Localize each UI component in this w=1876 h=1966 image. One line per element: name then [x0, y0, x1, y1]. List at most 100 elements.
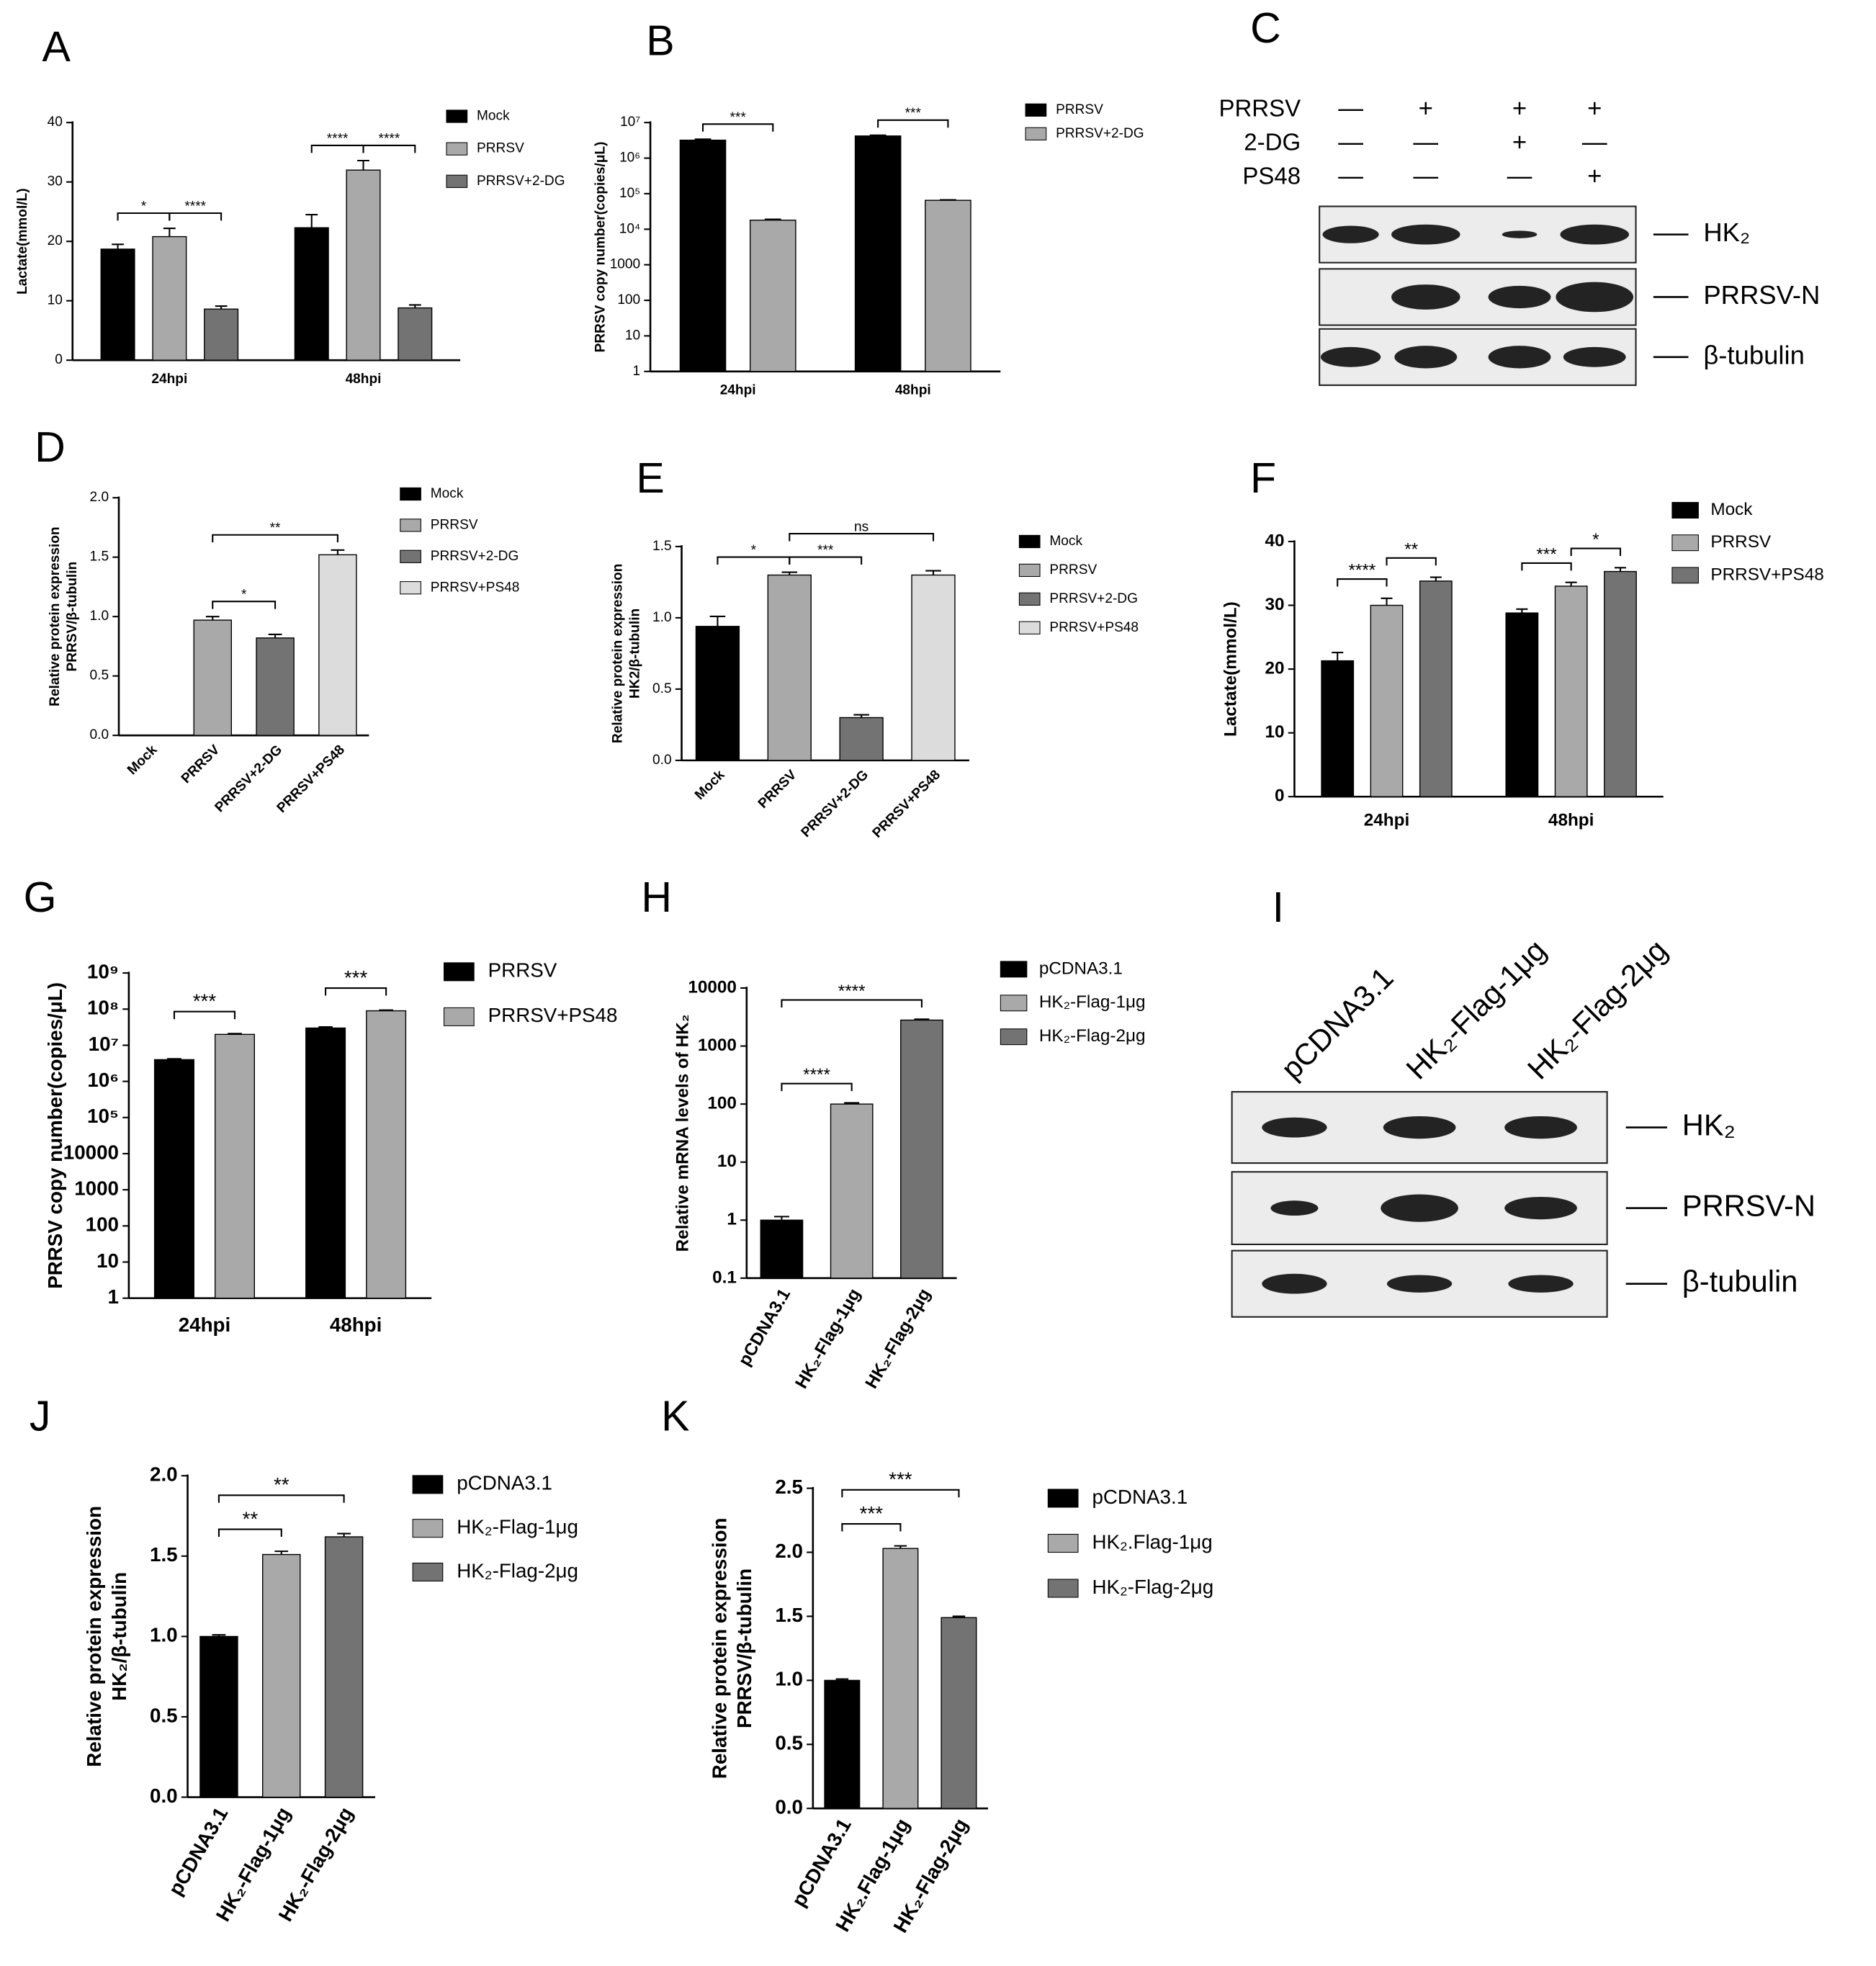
- blot-band: [1488, 346, 1551, 369]
- y-tick-label: 10: [625, 328, 640, 343]
- legend-label: HK₂.Flag-1μg: [1092, 1530, 1212, 1553]
- legend-swatch: [1018, 534, 1041, 549]
- legend-swatch: [1025, 127, 1047, 140]
- blot-band: [1488, 285, 1551, 309]
- legend-label: PRRSV+PS48: [488, 1004, 618, 1026]
- legend-swatch: [1047, 1579, 1079, 1598]
- band-label: PRRSV-N: [1682, 1189, 1816, 1223]
- legend-swatch: [1671, 567, 1699, 584]
- y-tick-label: 1.5: [150, 1543, 178, 1566]
- condition-sign: +: [1512, 95, 1527, 122]
- y-axis-label: Relative mRNA levels of HK₂: [673, 1014, 693, 1252]
- y-tick-label: 0.0: [90, 727, 109, 742]
- legend-label: Mock: [431, 486, 464, 501]
- error-bar: [274, 1550, 289, 1555]
- y-tick-label: 1.5: [652, 539, 672, 554]
- error-bar: [781, 571, 798, 575]
- y-axis-label: Relative protein expression: [83, 1506, 105, 1767]
- legend-label: pCDNA3.1: [1092, 1486, 1188, 1508]
- blot-band: [1381, 1194, 1458, 1222]
- legend-label: PRRSV+2-DG: [1056, 126, 1144, 141]
- error-bar: [408, 304, 421, 308]
- y-tick-label: 100: [707, 1094, 737, 1113]
- y-tick-label: 2.0: [90, 490, 109, 505]
- error-bar: [1565, 581, 1577, 586]
- legend-label: Mock: [477, 109, 510, 124]
- blot-band: [1560, 224, 1629, 245]
- y-axis-label: Relative protein expression: [708, 1518, 730, 1779]
- y-tick-label: 10⁸: [87, 997, 119, 1019]
- condition-sign: +: [1419, 95, 1433, 122]
- bar: [204, 308, 239, 361]
- bar: [214, 1033, 255, 1299]
- error-bar: [853, 714, 869, 718]
- bar: [839, 717, 884, 761]
- error-bar: [228, 1033, 242, 1035]
- bar: [767, 574, 812, 761]
- x-tick-label: 48hpi: [1548, 811, 1594, 830]
- y-axis-label: PRRSV/β-tubulin: [65, 562, 80, 672]
- legend-label: PRRSV: [1049, 562, 1097, 578]
- bar: [1370, 604, 1404, 797]
- y-tick-label: 1: [633, 364, 641, 379]
- bar: [324, 1536, 364, 1798]
- band-label: HK₂: [1682, 1108, 1736, 1142]
- y-axis-label: Relative protein expression: [48, 526, 63, 706]
- legend-swatch: [444, 962, 475, 982]
- significance-label: ****: [184, 199, 206, 214]
- significance-bracket: [1521, 562, 1572, 571]
- significance-label: ***: [889, 1468, 912, 1491]
- legend-label: PRRSV: [1710, 532, 1772, 552]
- blot-band: [1504, 1116, 1577, 1139]
- legend-swatch: [1025, 103, 1047, 117]
- band-label: β-tubulin: [1703, 340, 1805, 369]
- legend-swatch: [1000, 995, 1028, 1012]
- x-tick-label: 24hpi: [1364, 811, 1409, 830]
- significance-bracket: [217, 1494, 345, 1503]
- error-bar: [844, 1102, 860, 1105]
- y-axis-label: Lactate(mmol/L): [15, 188, 30, 294]
- significance-label: ****: [379, 131, 400, 146]
- bar: [760, 1219, 804, 1279]
- bar: [193, 619, 232, 736]
- y-axis-label: PRRSV copy number(copies/μL): [593, 142, 608, 353]
- significance-bracket: [701, 123, 774, 132]
- error-bar: [709, 615, 726, 627]
- significance-bracket: [841, 1523, 902, 1532]
- significance-bracket: [362, 144, 416, 153]
- y-tick-label: 100: [617, 292, 640, 308]
- y-tick-label: 40: [1265, 531, 1285, 550]
- bar: [882, 1548, 919, 1809]
- legend-swatch: [1018, 563, 1041, 578]
- y-tick-label: 2.0: [775, 1540, 803, 1562]
- bar: [366, 1010, 407, 1299]
- y-tick-label: 20: [1265, 659, 1285, 678]
- legend-label: PRRSV+2-DG: [431, 549, 519, 564]
- significance-bracket: [789, 533, 935, 542]
- error-bar: [1614, 567, 1626, 572]
- legend-label: HK₂-Flag-1μg: [1039, 992, 1146, 1012]
- significance-label: *: [1592, 530, 1599, 549]
- legend-label: HK₂-Flag-2μg: [457, 1559, 578, 1581]
- condition-sign: —: [1338, 95, 1363, 122]
- significance-bracket: [789, 556, 863, 565]
- error-bar: [773, 1216, 789, 1221]
- bar: [749, 220, 796, 372]
- error-bar: [318, 1026, 333, 1028]
- x-tick-label: 48hpi: [346, 372, 382, 387]
- significance-bracket: [1386, 557, 1437, 566]
- legend-label: PRRSV: [431, 517, 478, 532]
- bar: [256, 637, 295, 736]
- panel-letter: A: [42, 23, 71, 71]
- y-tick-label: 10⁵: [87, 1105, 119, 1127]
- legend-label: HK₂-Flag-1μg: [457, 1516, 578, 1538]
- panel-letter: C: [1250, 4, 1281, 52]
- y-tick-label: 10⁷: [620, 115, 640, 130]
- bar: [152, 235, 187, 361]
- y-tick-label: 10⁹: [87, 960, 119, 982]
- error-bar: [331, 549, 345, 555]
- y-tick-label: 10: [48, 293, 63, 308]
- legend-swatch: [400, 581, 421, 595]
- x-tick-label: 48hpi: [330, 1314, 382, 1336]
- significance-bracket: [212, 534, 338, 543]
